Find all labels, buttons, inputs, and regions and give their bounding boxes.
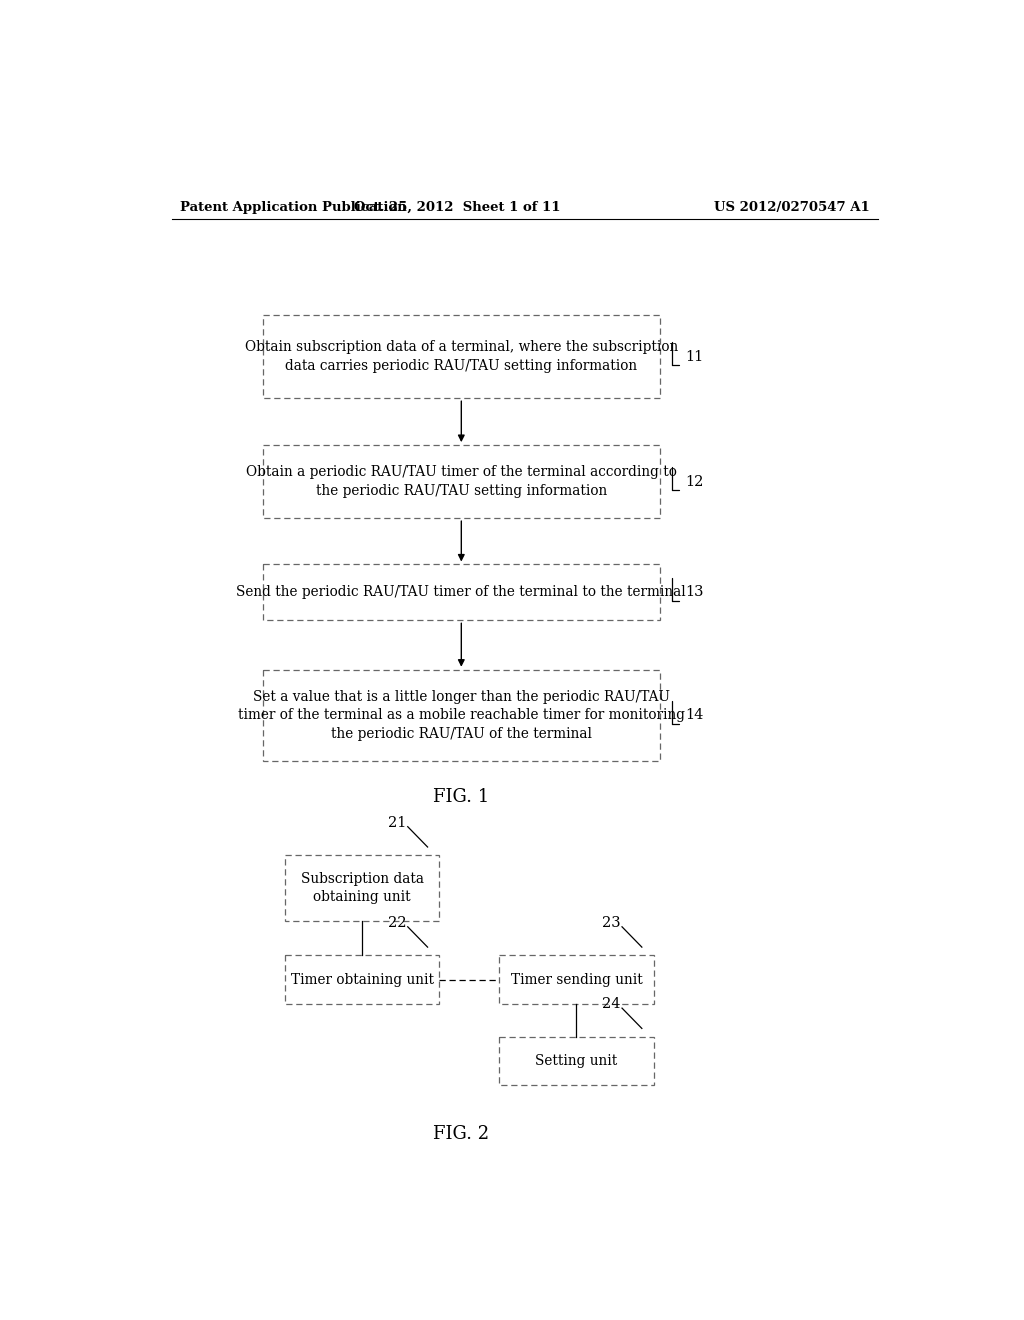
Text: 13: 13 bbox=[685, 585, 703, 599]
Bar bbox=[499, 1036, 653, 1085]
Text: Timer obtaining unit: Timer obtaining unit bbox=[291, 973, 433, 986]
Bar bbox=[263, 445, 659, 519]
Text: 22: 22 bbox=[388, 916, 407, 929]
Text: 12: 12 bbox=[685, 475, 703, 488]
Text: US 2012/0270547 A1: US 2012/0270547 A1 bbox=[715, 201, 870, 214]
Bar bbox=[499, 956, 653, 1005]
Text: 11: 11 bbox=[685, 350, 703, 363]
Bar bbox=[263, 565, 659, 620]
Text: FIG. 1: FIG. 1 bbox=[433, 788, 489, 805]
Text: 21: 21 bbox=[388, 816, 407, 829]
Bar bbox=[263, 315, 659, 399]
Text: Patent Application Publication: Patent Application Publication bbox=[179, 201, 407, 214]
Text: 14: 14 bbox=[685, 709, 703, 722]
Bar bbox=[285, 956, 439, 1005]
Text: Obtain a periodic RAU/TAU timer of the terminal according to
the periodic RAU/TA: Obtain a periodic RAU/TAU timer of the t… bbox=[246, 466, 677, 498]
Text: Subscription data
obtaining unit: Subscription data obtaining unit bbox=[301, 873, 424, 904]
Text: Timer sending unit: Timer sending unit bbox=[511, 973, 642, 986]
Bar bbox=[285, 855, 439, 921]
Text: 24: 24 bbox=[602, 997, 621, 1011]
Text: Obtain subscription data of a terminal, where the subscription
data carries peri: Obtain subscription data of a terminal, … bbox=[245, 341, 678, 372]
Text: FIG. 2: FIG. 2 bbox=[433, 1125, 489, 1143]
Text: Setting unit: Setting unit bbox=[536, 1053, 617, 1068]
Text: Set a value that is a little longer than the periodic RAU/TAU
timer of the termi: Set a value that is a little longer than… bbox=[238, 690, 685, 741]
Text: 23: 23 bbox=[602, 916, 621, 929]
Text: Oct. 25, 2012  Sheet 1 of 11: Oct. 25, 2012 Sheet 1 of 11 bbox=[354, 201, 560, 214]
Text: Send the periodic RAU/TAU timer of the terminal to the terminal: Send the periodic RAU/TAU timer of the t… bbox=[237, 585, 686, 599]
Bar bbox=[263, 669, 659, 762]
